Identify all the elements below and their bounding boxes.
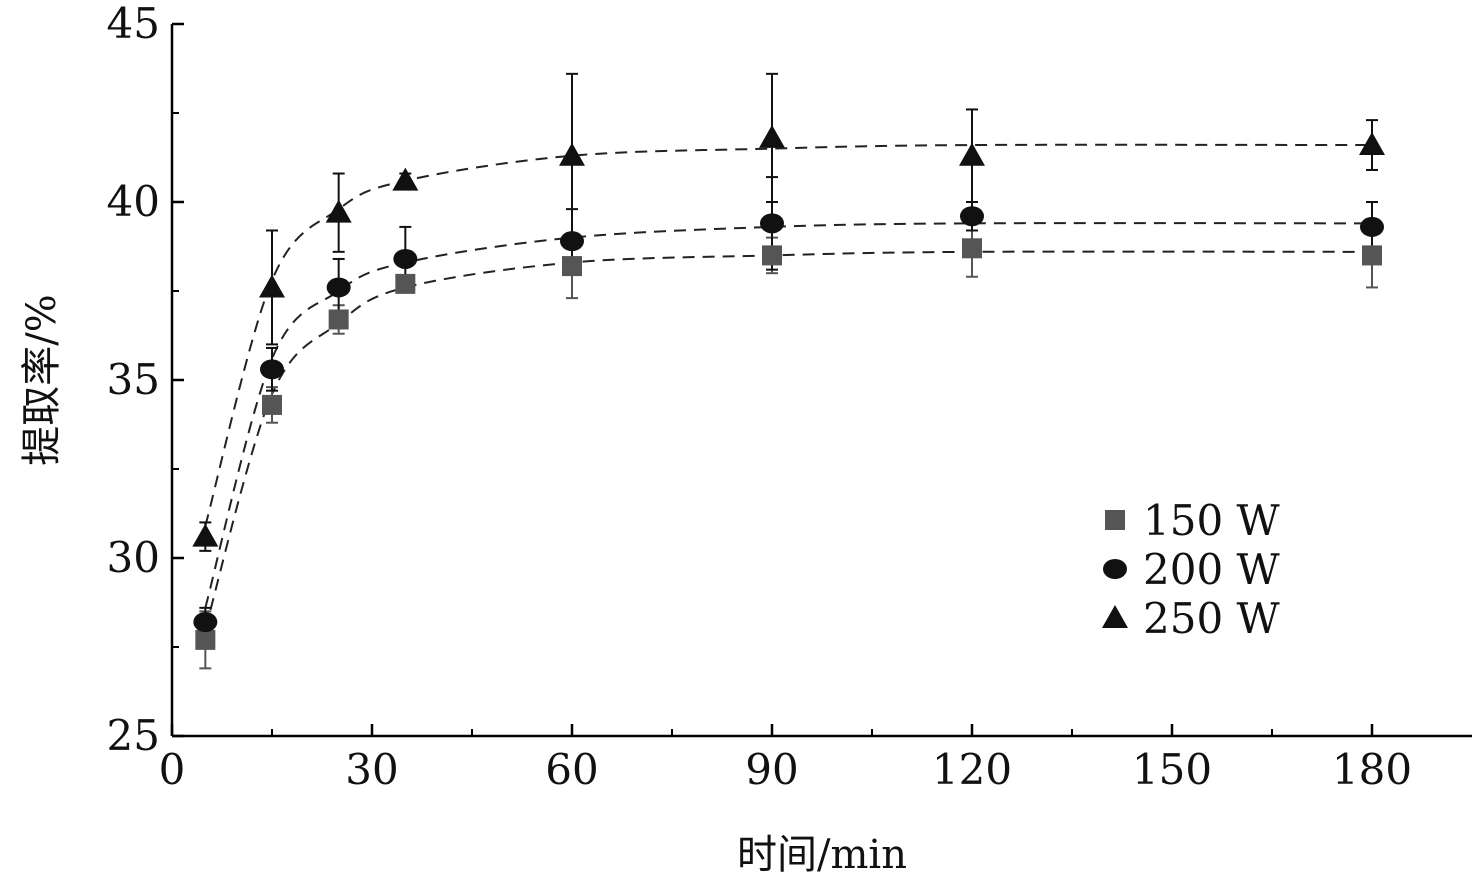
point-triangle: [259, 274, 285, 298]
legend-marker-square: [1105, 510, 1125, 530]
point-square: [195, 629, 216, 650]
point-triangle: [559, 142, 585, 166]
point-square: [395, 273, 416, 294]
point-triangle: [959, 142, 985, 166]
fit-curve-triangle: [204, 143, 1373, 527]
y-tick-label: 40: [107, 177, 160, 226]
point-triangle: [325, 199, 352, 223]
legend-label: 200 W: [1143, 545, 1281, 594]
x-tick-label: 60: [545, 745, 598, 794]
axes: 25 30 35 40 45 0 30 60 90 120 150 180: [107, 0, 1472, 794]
point-circle: [393, 248, 418, 269]
point-circle: [1360, 216, 1384, 237]
legend-marker-circle: [1103, 559, 1127, 579]
y-tick-label: 35: [107, 355, 160, 404]
point-circle: [560, 231, 584, 252]
x-tick-label: 90: [745, 745, 798, 794]
y-axis-title: 提取率/%: [19, 294, 65, 465]
point-triangle: [1359, 132, 1385, 156]
point-circle: [960, 206, 984, 227]
point-square: [1362, 245, 1382, 266]
point-triangle: [759, 124, 785, 148]
y-tick-label: 25: [107, 711, 160, 760]
legend-label: 150 W: [1143, 496, 1281, 545]
data-points: [192, 124, 1385, 650]
point-circle: [760, 213, 784, 234]
point-circle: [193, 612, 218, 633]
legend-marker-triangle: [1102, 605, 1128, 628]
point-circle: [326, 277, 351, 298]
point-square: [762, 245, 782, 266]
y-tick-label: 30: [107, 533, 160, 582]
x-tick-label: 150: [1132, 745, 1212, 794]
fit-curve-circle: [204, 222, 1373, 609]
point-square: [562, 256, 582, 277]
y-tick-label: 45: [107, 0, 160, 48]
x-tick-label: 30: [345, 745, 398, 794]
point-circle: [260, 359, 284, 380]
x-tick-label: 120: [932, 745, 1012, 794]
x-tick-label: 0: [159, 745, 186, 794]
x-axis-title: 时间/min: [737, 832, 907, 877]
legend-label: 250 W: [1143, 594, 1281, 643]
point-triangle: [392, 167, 419, 191]
point-square: [328, 309, 349, 330]
x-tick-label: 180: [1332, 745, 1412, 794]
point-triangle: [192, 523, 219, 547]
point-square: [262, 394, 282, 415]
point-square: [962, 238, 982, 259]
